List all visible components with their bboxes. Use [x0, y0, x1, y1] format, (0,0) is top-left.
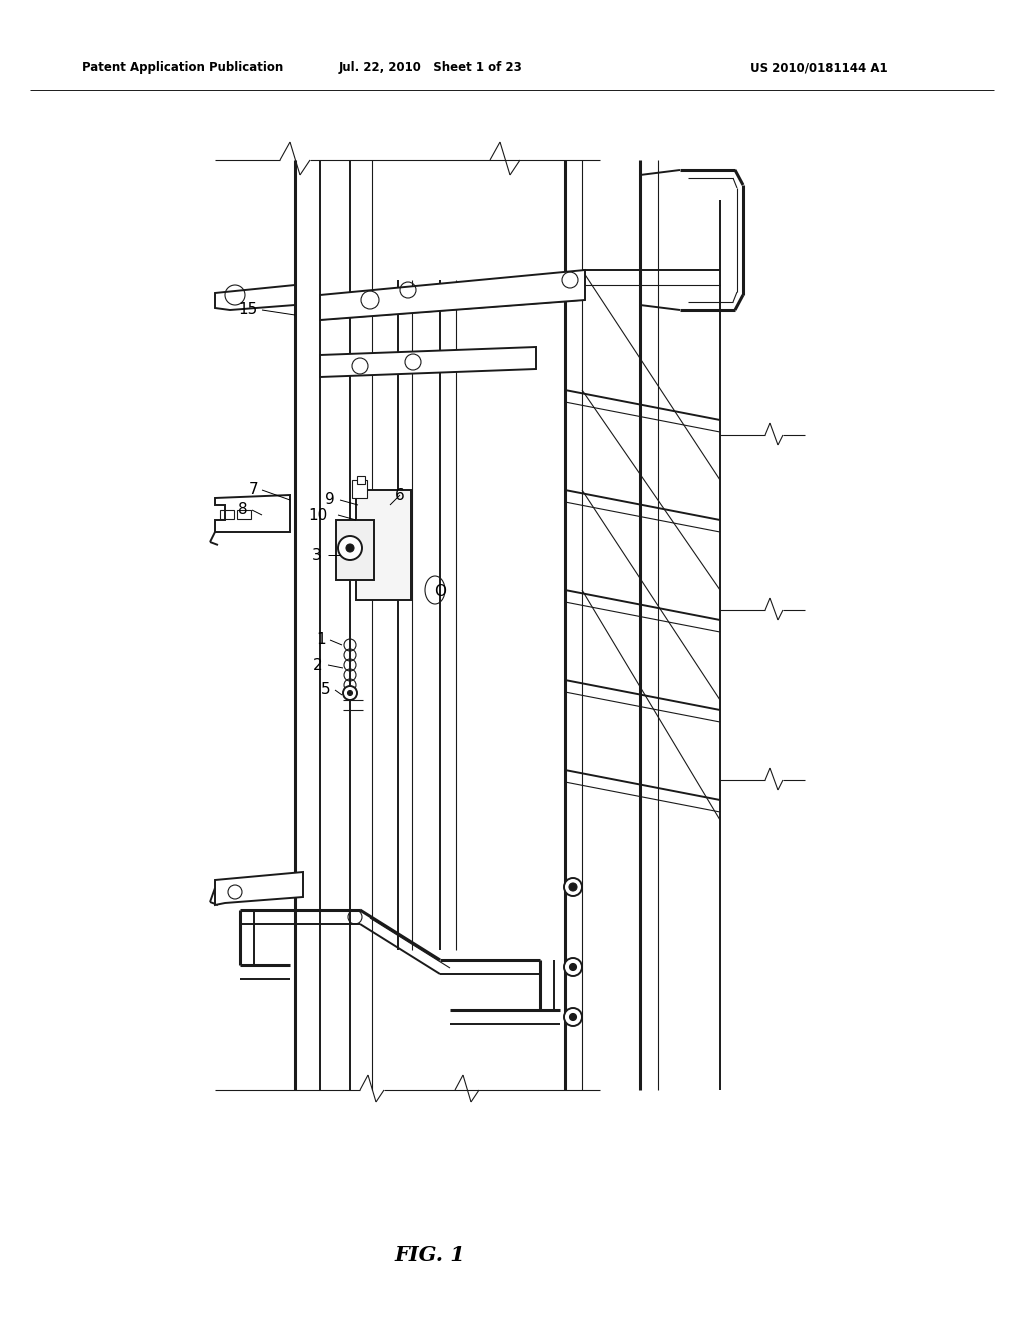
Circle shape: [569, 883, 577, 891]
Text: 6: 6: [395, 487, 406, 503]
Text: US 2010/0181144 A1: US 2010/0181144 A1: [750, 62, 888, 74]
Circle shape: [347, 690, 352, 696]
Text: 3: 3: [312, 548, 322, 562]
Text: 10: 10: [309, 507, 328, 523]
Text: Patent Application Publication: Patent Application Publication: [82, 62, 284, 74]
Bar: [336, 520, 374, 579]
Text: 7: 7: [249, 483, 258, 498]
Text: 9: 9: [326, 492, 335, 507]
Text: 5: 5: [321, 682, 330, 697]
Polygon shape: [215, 285, 295, 310]
Circle shape: [343, 686, 357, 700]
Bar: [352, 480, 367, 498]
Circle shape: [564, 1008, 582, 1026]
Circle shape: [564, 878, 582, 896]
Polygon shape: [215, 495, 290, 532]
Text: 2: 2: [312, 657, 322, 672]
Circle shape: [569, 1014, 577, 1020]
Polygon shape: [319, 271, 585, 319]
Bar: [356, 490, 411, 601]
Text: Jul. 22, 2010   Sheet 1 of 23: Jul. 22, 2010 Sheet 1 of 23: [338, 62, 522, 74]
Text: 1: 1: [316, 632, 326, 648]
Text: 8: 8: [239, 503, 248, 517]
Text: O: O: [434, 585, 446, 599]
Bar: [237, 510, 251, 519]
Circle shape: [346, 544, 354, 552]
Circle shape: [338, 536, 362, 560]
Circle shape: [564, 958, 582, 975]
Text: FIG. 1: FIG. 1: [394, 1245, 465, 1265]
Polygon shape: [215, 873, 303, 906]
Text: 15: 15: [239, 302, 258, 318]
Circle shape: [569, 964, 577, 970]
Bar: [220, 510, 234, 519]
Bar: [357, 477, 365, 484]
Polygon shape: [319, 347, 536, 378]
